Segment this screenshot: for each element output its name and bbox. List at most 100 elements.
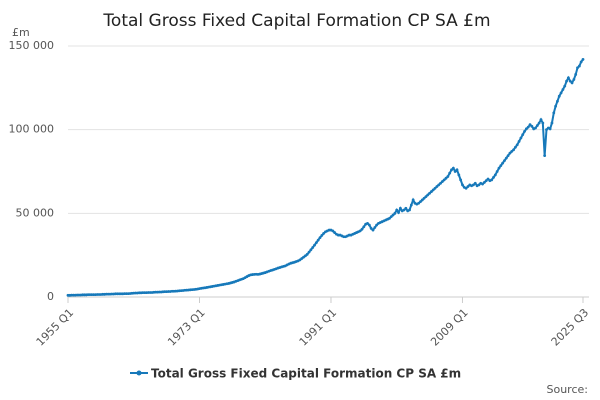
data-point bbox=[457, 173, 461, 177]
data-point bbox=[422, 196, 426, 200]
data-point bbox=[566, 76, 570, 80]
data-point bbox=[362, 225, 366, 229]
data-point bbox=[444, 176, 448, 180]
data-point bbox=[563, 84, 567, 88]
data-point bbox=[537, 121, 541, 125]
data-point bbox=[514, 145, 517, 149]
data-point bbox=[530, 124, 534, 128]
data-point bbox=[568, 79, 572, 83]
data-point bbox=[397, 211, 400, 214]
data-point bbox=[473, 181, 477, 185]
data-point bbox=[535, 124, 539, 127]
data-point bbox=[464, 186, 468, 190]
data-point bbox=[497, 166, 501, 170]
data-point bbox=[409, 203, 413, 207]
data-point bbox=[426, 193, 430, 197]
data-point bbox=[420, 198, 424, 202]
data-point bbox=[570, 81, 574, 85]
data-point bbox=[395, 208, 399, 212]
x-tick-label: 2009 Q1 bbox=[428, 306, 471, 349]
data-point bbox=[316, 238, 320, 242]
y-axis-unit: £m bbox=[12, 26, 30, 39]
data-point bbox=[371, 228, 375, 232]
data-point bbox=[565, 79, 568, 83]
data-point bbox=[503, 159, 506, 163]
data-point bbox=[556, 99, 559, 103]
data-point bbox=[313, 243, 316, 247]
data-point bbox=[521, 133, 525, 137]
data-point bbox=[552, 111, 556, 115]
data-point bbox=[501, 161, 505, 165]
data-point bbox=[461, 183, 464, 187]
data-point bbox=[451, 166, 455, 170]
data-point bbox=[455, 168, 459, 172]
data-point bbox=[493, 173, 497, 177]
data-point bbox=[360, 227, 364, 231]
data-point bbox=[424, 195, 428, 199]
data-point bbox=[331, 229, 335, 233]
data-point bbox=[481, 182, 484, 186]
data-point bbox=[453, 170, 457, 173]
data-point bbox=[512, 148, 516, 152]
data-point bbox=[318, 236, 322, 239]
data-point bbox=[508, 151, 512, 155]
y-tick-label: 100 000 bbox=[9, 123, 55, 136]
data-point bbox=[311, 246, 315, 249]
data-point bbox=[504, 156, 508, 160]
data-point bbox=[539, 118, 543, 122]
x-tick-label: 2025 Q3 bbox=[549, 306, 592, 349]
y-tick-label: 150 000 bbox=[9, 39, 55, 52]
data-point bbox=[404, 206, 408, 210]
data-point bbox=[358, 229, 362, 233]
data-point bbox=[561, 88, 565, 91]
data-point bbox=[492, 175, 495, 179]
data-point bbox=[524, 127, 528, 131]
data-point bbox=[442, 178, 446, 182]
data-point bbox=[574, 73, 578, 76]
data-point bbox=[307, 250, 311, 254]
data-point bbox=[369, 226, 373, 230]
data-point bbox=[367, 223, 371, 227]
data-point bbox=[579, 60, 583, 64]
x-tick-label: 1991 Q1 bbox=[297, 306, 340, 349]
y-tick-label: 0 bbox=[47, 290, 54, 303]
y-tick-label: 50 000 bbox=[16, 206, 55, 219]
data-point bbox=[486, 177, 490, 181]
data-point bbox=[393, 211, 397, 215]
data-point bbox=[391, 213, 395, 217]
data-point bbox=[528, 123, 532, 127]
data-point bbox=[402, 208, 406, 212]
data-point bbox=[305, 252, 309, 256]
data-point bbox=[541, 121, 545, 125]
data-point bbox=[419, 200, 422, 204]
data-point bbox=[576, 66, 579, 70]
data-point bbox=[472, 183, 475, 187]
data-point bbox=[482, 180, 486, 184]
x-tick-label: 1955 Q1 bbox=[34, 306, 77, 349]
data-point bbox=[577, 64, 581, 68]
data-point bbox=[450, 168, 453, 172]
data-point bbox=[431, 188, 435, 192]
data-point bbox=[495, 170, 499, 173]
data-point bbox=[439, 181, 442, 185]
data-point bbox=[366, 221, 369, 225]
data-point bbox=[388, 216, 391, 220]
data-point bbox=[466, 185, 470, 188]
data-point bbox=[499, 164, 503, 168]
data-point bbox=[557, 94, 561, 98]
data-point bbox=[398, 206, 402, 210]
data-point bbox=[428, 191, 431, 195]
data-point bbox=[554, 104, 558, 108]
data-point bbox=[548, 127, 552, 131]
data-point bbox=[545, 128, 548, 132]
x-tick-label: 1973 Q1 bbox=[165, 306, 208, 349]
data-point bbox=[440, 180, 444, 183]
data-point bbox=[534, 126, 537, 130]
data-point bbox=[515, 143, 519, 147]
data-point bbox=[477, 183, 481, 187]
data-point bbox=[322, 232, 326, 235]
source-label: Source: bbox=[547, 383, 589, 396]
data-point bbox=[435, 185, 439, 188]
